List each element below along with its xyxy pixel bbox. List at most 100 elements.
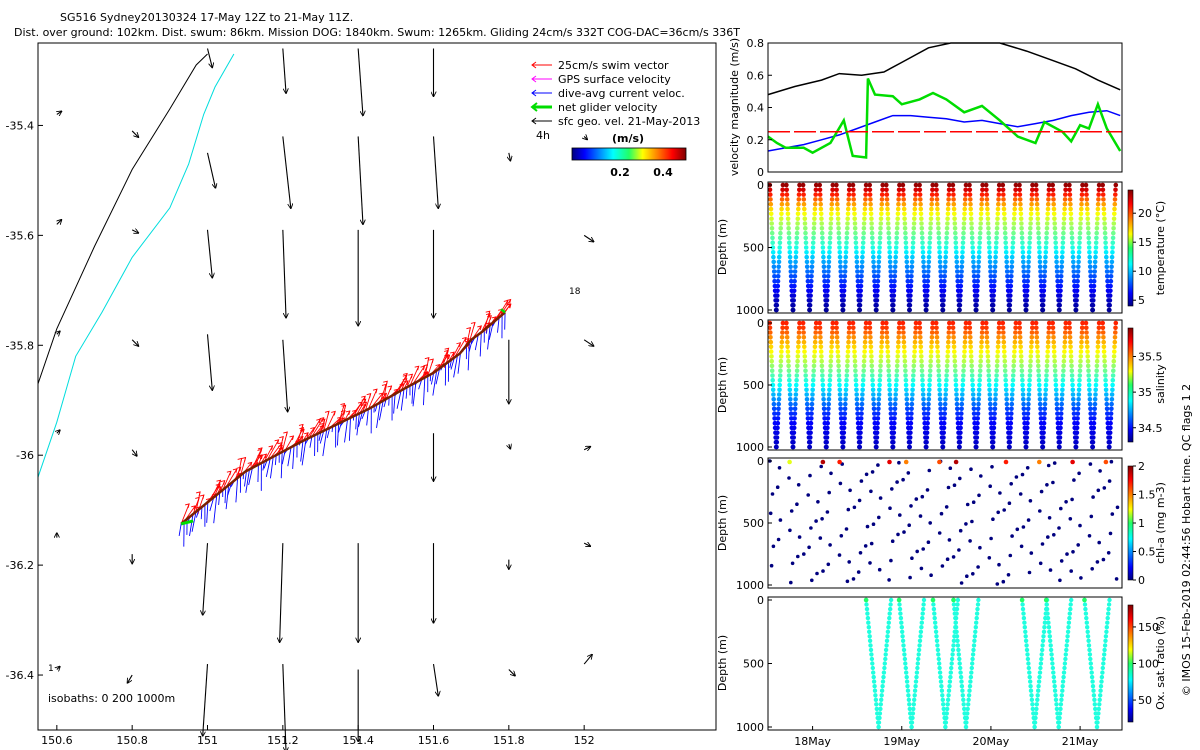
profile-dot	[1108, 288, 1113, 294]
profile-dot	[946, 330, 952, 335]
profile-dot	[808, 283, 814, 289]
profile-dot	[1020, 382, 1025, 388]
profile-dot	[803, 377, 809, 383]
profile-dot	[843, 387, 849, 393]
profile-dot	[1055, 411, 1060, 416]
chla-dot	[1057, 526, 1061, 530]
profile-dot	[927, 245, 932, 250]
profile-dot	[920, 245, 925, 250]
profile-dot	[876, 259, 882, 265]
legend-net-label: net glider velocity	[558, 101, 658, 114]
profile-dot	[836, 358, 841, 364]
profile-dot	[879, 339, 885, 345]
oxygen-dot	[1061, 670, 1067, 675]
profile-dot	[1017, 325, 1022, 331]
oxygen-dot	[1034, 702, 1040, 707]
profile-dot	[937, 254, 943, 260]
profile-dot	[887, 382, 892, 388]
profile-dot	[897, 182, 902, 188]
oxygen-dot	[1065, 629, 1071, 634]
profile-dot	[975, 406, 981, 412]
oxygen-dot	[970, 656, 975, 662]
profile-dot	[821, 401, 827, 407]
profile-dot	[789, 416, 794, 421]
geo-velocity-arrow	[583, 543, 590, 546]
profile-dot	[869, 230, 875, 236]
profile-dot	[946, 339, 951, 345]
oxygen-dot	[1025, 652, 1030, 657]
dac-vector	[450, 357, 455, 370]
chla-dot	[989, 536, 993, 541]
profile-dot	[959, 274, 964, 279]
dac-vector	[396, 390, 402, 409]
profile-dot	[810, 240, 816, 245]
swim-vector-head	[470, 321, 476, 327]
profile-dot	[968, 339, 973, 345]
profile-dot	[805, 274, 810, 279]
profile-dot	[1002, 354, 1007, 359]
profile-dot	[1025, 278, 1030, 284]
oxygen-dot	[867, 634, 872, 639]
profile-dot	[1018, 344, 1023, 350]
profile-dot	[1104, 401, 1110, 407]
profile-dot	[941, 298, 946, 303]
chla-dot	[971, 500, 976, 505]
profile-dot	[984, 339, 990, 345]
chla-dot	[870, 470, 875, 474]
profile-dot	[957, 307, 962, 313]
profile-dot	[1036, 230, 1041, 236]
chla-dot	[1109, 459, 1114, 464]
profile-dot	[788, 397, 793, 402]
profile-dot	[1012, 335, 1018, 340]
profile-dot	[1030, 187, 1035, 193]
oxygen-dot	[953, 625, 959, 630]
profile-dot	[1067, 320, 1072, 326]
profile-dot	[1050, 320, 1055, 326]
profile-dot	[1086, 368, 1091, 374]
profile-dot	[1043, 382, 1049, 388]
profile-dot	[1034, 325, 1039, 331]
profile-dot	[1044, 368, 1049, 374]
profile-dot	[1046, 182, 1052, 188]
swim-vector-head	[429, 358, 434, 364]
profile-dot	[1084, 339, 1090, 345]
profile-dot	[894, 235, 899, 241]
profile-dot	[975, 416, 980, 421]
chla-dot	[877, 515, 881, 520]
profile-dot	[829, 206, 834, 212]
profile-dot	[975, 269, 981, 274]
profile-dot	[1063, 325, 1068, 331]
profile-dot	[1061, 358, 1067, 364]
profile-dot	[1061, 221, 1067, 226]
oxygen-dot	[906, 697, 912, 702]
profile-dot	[777, 240, 783, 245]
oxygen-dot	[1035, 693, 1040, 698]
profile-dot	[769, 354, 774, 359]
oxygen-dot	[944, 715, 949, 721]
profile-dot	[861, 221, 867, 226]
profile-dot	[817, 320, 822, 326]
profile-dot	[811, 226, 817, 231]
profile-dot	[887, 259, 893, 265]
profile-dot	[780, 320, 786, 326]
profile-dot	[1077, 240, 1082, 245]
geo-velocity-arrow	[508, 669, 515, 676]
profile-dot	[794, 230, 800, 236]
profile-dot	[895, 221, 900, 226]
profile-dot	[968, 206, 973, 212]
velocity-series-line	[767, 42, 1121, 96]
profile-dot	[825, 283, 830, 289]
profile-dot	[775, 274, 781, 279]
profile-dot	[785, 206, 790, 212]
profile-dot	[1003, 245, 1009, 250]
swim-vector-head	[247, 461, 253, 467]
profile-dot	[961, 221, 967, 226]
profile-dot	[811, 358, 817, 364]
profile-dot	[1045, 354, 1050, 359]
profile-dot	[1043, 387, 1049, 393]
profile-dot	[1004, 406, 1010, 412]
profile-dot	[936, 368, 941, 374]
swim-vector-head	[220, 479, 226, 485]
profile-dot	[1025, 283, 1030, 289]
